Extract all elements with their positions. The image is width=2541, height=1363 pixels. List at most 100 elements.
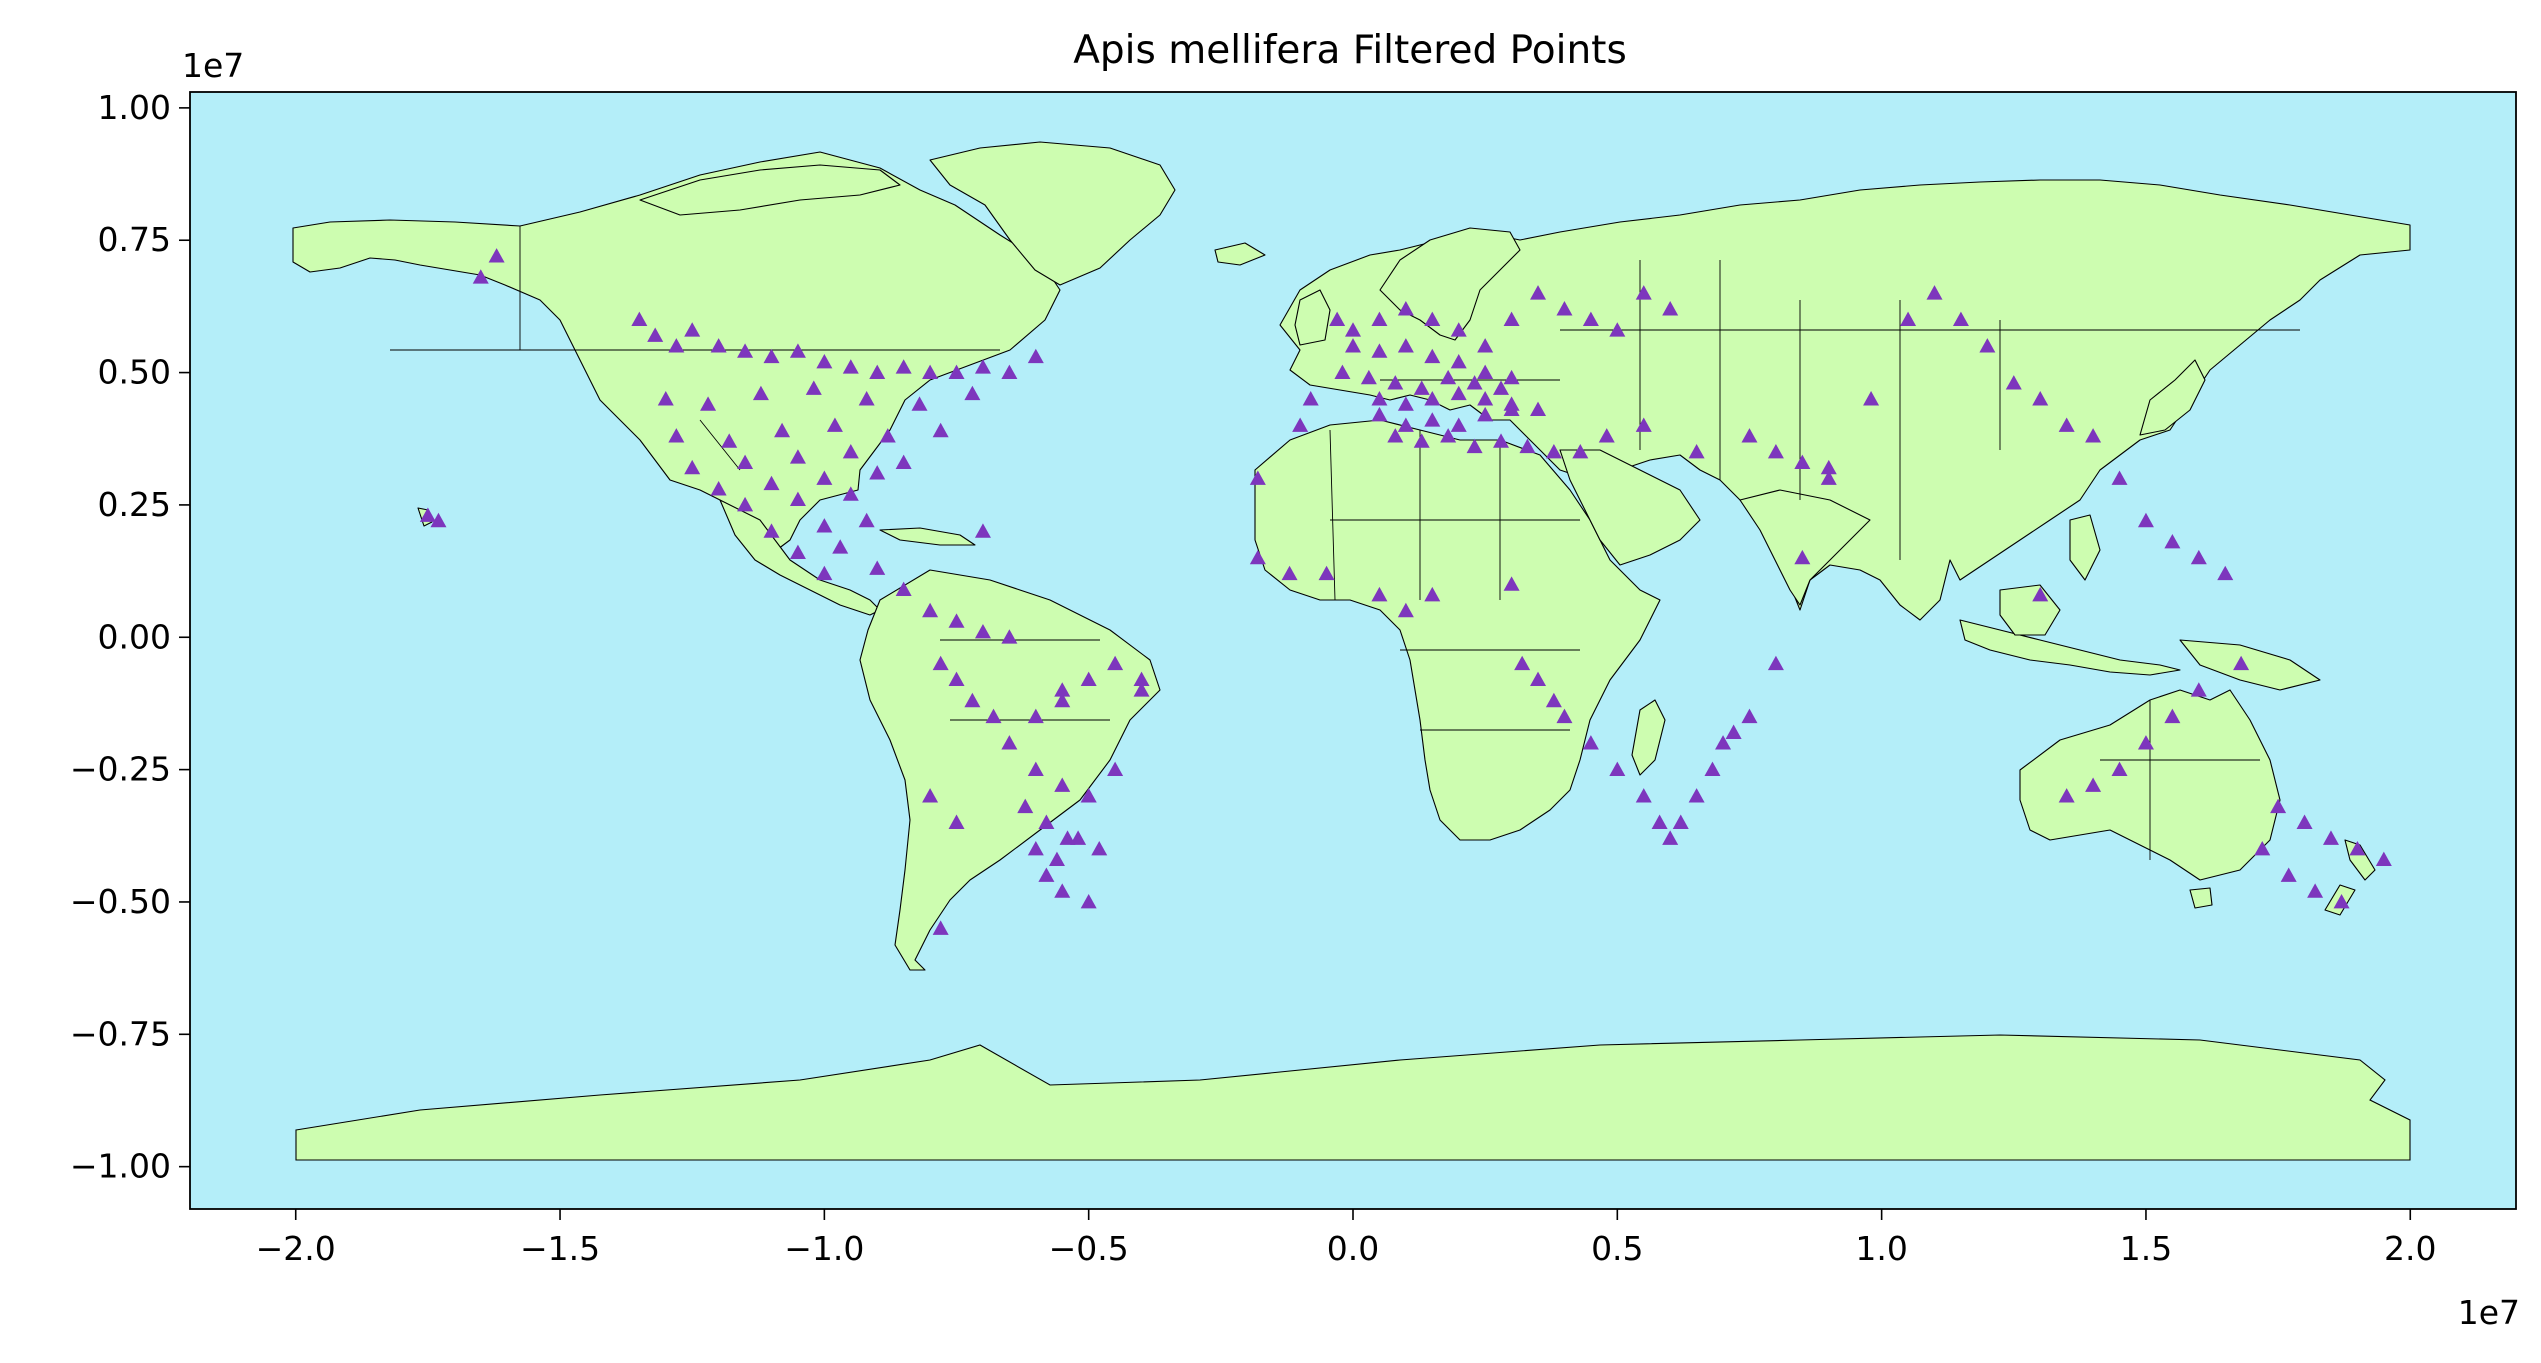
observation-point	[1635, 788, 1652, 803]
observation-point	[1345, 322, 1361, 337]
observation-point	[1530, 285, 1547, 300]
observation-point	[1027, 708, 1044, 724]
observation-point	[1556, 708, 1573, 724]
observation-point	[1466, 438, 1483, 454]
observation-point	[974, 623, 991, 639]
y-tick-label: −0.50	[70, 882, 171, 921]
observation-point	[1609, 761, 1626, 777]
observation-point	[1450, 385, 1467, 401]
observation-point	[1027, 761, 1044, 777]
observation-point	[1059, 830, 1076, 845]
x-tick-label: −0.5	[1049, 1229, 1129, 1268]
observation-point	[1572, 443, 1589, 459]
observation-point	[668, 338, 685, 353]
observation-point	[1466, 375, 1483, 390]
land-eurasia	[1279, 179, 2411, 621]
observation-point	[1609, 322, 1626, 337]
observation-point	[1477, 391, 1494, 406]
observation-point	[1038, 867, 1055, 882]
observation-point	[1493, 433, 1510, 448]
observation-point	[763, 475, 780, 491]
observation-point	[869, 560, 886, 575]
y-tick-label: −1.00	[70, 1147, 171, 1186]
observation-point	[948, 364, 965, 379]
observation-point	[1952, 311, 1969, 327]
observation-points-layer	[419, 248, 2392, 935]
observation-point	[488, 248, 505, 263]
observation-point	[842, 359, 859, 374]
y-tick-label: 0.00	[98, 617, 171, 656]
observation-point	[1477, 406, 1494, 422]
observation-point	[1329, 311, 1346, 327]
observation-point	[631, 311, 648, 327]
y-tick-label: 0.75	[98, 220, 171, 259]
observation-point	[472, 269, 489, 284]
observation-point	[2233, 655, 2250, 671]
observation-point	[1080, 671, 1097, 687]
x-tick-label: 1.5	[2120, 1229, 2172, 1268]
observation-point	[2164, 708, 2181, 724]
observation-point	[2254, 841, 2271, 856]
observation-point	[1503, 311, 1520, 327]
observation-point	[1514, 655, 1531, 671]
observation-point	[816, 518, 833, 533]
observation-point	[1662, 301, 1679, 316]
observation-point	[684, 459, 701, 475]
observation-point	[1672, 814, 1689, 829]
observation-point	[1582, 735, 1599, 750]
x-tick-label: −1.5	[520, 1229, 600, 1268]
observation-point	[1503, 369, 1520, 385]
observation-point	[1820, 459, 1837, 475]
observation-point	[858, 512, 875, 528]
land-new-guinea	[2179, 639, 2321, 691]
x-axis-ticks: −2.0 −1.5 −1.0 −0.5 0.0 0.5 1.0 1.5 2.0	[256, 1209, 2437, 1268]
observation-point	[752, 385, 769, 401]
observation-point	[1450, 353, 1467, 369]
observation-point	[763, 523, 780, 538]
observation-point	[1493, 380, 1510, 395]
observation-point	[710, 338, 727, 353]
observation-point	[1662, 830, 1679, 845]
observation-point	[774, 422, 791, 438]
observation-point	[832, 539, 849, 554]
observation-point	[1794, 454, 1811, 469]
observation-point	[668, 428, 685, 443]
observation-point	[948, 814, 965, 829]
observation-point	[789, 343, 806, 358]
observation-point	[1413, 433, 1430, 448]
observation-point	[1387, 375, 1404, 390]
observation-point	[737, 343, 754, 358]
observation-point	[419, 507, 436, 522]
observation-point	[1979, 338, 1996, 353]
land-arctic-islands	[639, 164, 901, 216]
x-tick-label: −1.0	[784, 1229, 864, 1268]
land-caribbean	[879, 527, 976, 546]
observation-point	[1091, 841, 1108, 856]
observation-point	[858, 391, 875, 406]
x-tick-label: 0.5	[1591, 1229, 1643, 1268]
observation-point	[721, 433, 738, 448]
observation-point	[1530, 671, 1547, 687]
observation-point	[2190, 682, 2207, 697]
observation-point	[1545, 443, 1562, 459]
observation-point	[1767, 443, 1784, 459]
land-greenland	[929, 141, 1176, 286]
observation-point	[1397, 417, 1414, 432]
observation-point	[647, 327, 664, 342]
x-offset-label: 1e7	[2458, 1293, 2520, 1332]
observation-point	[789, 449, 806, 464]
observation-point	[1048, 851, 1065, 867]
observation-point	[1292, 417, 1309, 432]
observation-point	[2058, 788, 2075, 803]
observation-point	[700, 396, 717, 411]
observation-point	[2164, 533, 2181, 549]
observation-point	[1027, 841, 1044, 856]
observation-point	[816, 565, 833, 581]
observation-point	[974, 523, 991, 538]
border-lines	[390, 226, 2300, 860]
observation-point	[1820, 470, 1837, 485]
observation-point	[964, 385, 981, 401]
observation-point	[974, 359, 991, 374]
land-tasmania	[2189, 887, 2213, 909]
